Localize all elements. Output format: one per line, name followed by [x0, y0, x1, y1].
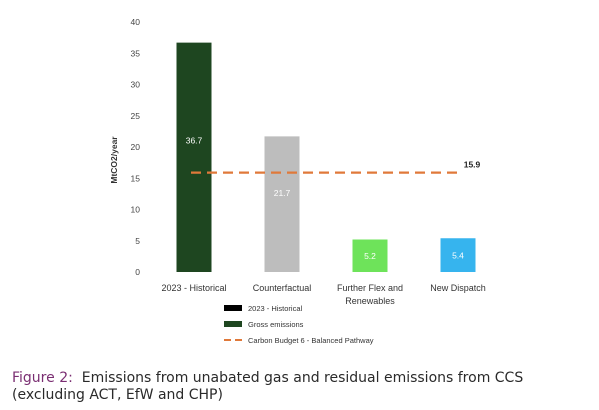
- y-tick-label: 20: [131, 142, 141, 152]
- bar-value-label: 5.4: [452, 251, 464, 261]
- legend-label: Carbon Budget 6 - Balanced Pathway: [248, 336, 374, 345]
- y-tick-label: 25: [131, 111, 141, 121]
- bar: [440, 238, 476, 272]
- legend-swatch: [224, 321, 242, 327]
- y-tick-label: 10: [131, 205, 141, 215]
- y-tick-label: 0: [135, 267, 140, 277]
- y-tick-label: 5: [135, 236, 140, 246]
- bar: [264, 136, 300, 272]
- y-tick-label: 30: [131, 80, 141, 90]
- y-axis-label: MtCO2/year: [109, 136, 119, 184]
- figure-caption: Figure 2: Emissions from unabated gas an…: [12, 370, 592, 404]
- caption-text: Emissions from unabated gas and residual…: [12, 370, 524, 403]
- x-category-label: Counterfactual: [253, 283, 312, 293]
- legend-label: Gross emissions: [248, 320, 304, 329]
- bar: [176, 42, 212, 272]
- bar-value-label: 5.2: [364, 251, 376, 261]
- bar: [352, 239, 388, 272]
- y-tick-label: 40: [131, 17, 141, 27]
- bar-value-label: 36.7: [186, 136, 203, 146]
- x-category-label: Further Flex and Renewables: [337, 283, 403, 306]
- legend-swatch: [224, 305, 242, 311]
- y-tick-label: 15: [131, 173, 141, 183]
- x-category-label: 2023 - Historical: [161, 283, 226, 293]
- emissions-chart: MtCO2/year 0 5 10 15 20 25 30 35 40 36.7 21.7 5.2 5…: [109, 17, 486, 345]
- caption-lead: Figure 2:: [12, 370, 73, 386]
- reference-line-label: 15.9: [464, 160, 481, 170]
- x-category-label: New Dispatch: [430, 283, 486, 293]
- bar-value-label: 21.7: [274, 188, 291, 198]
- y-tick-label: 35: [131, 48, 141, 58]
- legend-label: 2023 - Historical: [248, 304, 303, 313]
